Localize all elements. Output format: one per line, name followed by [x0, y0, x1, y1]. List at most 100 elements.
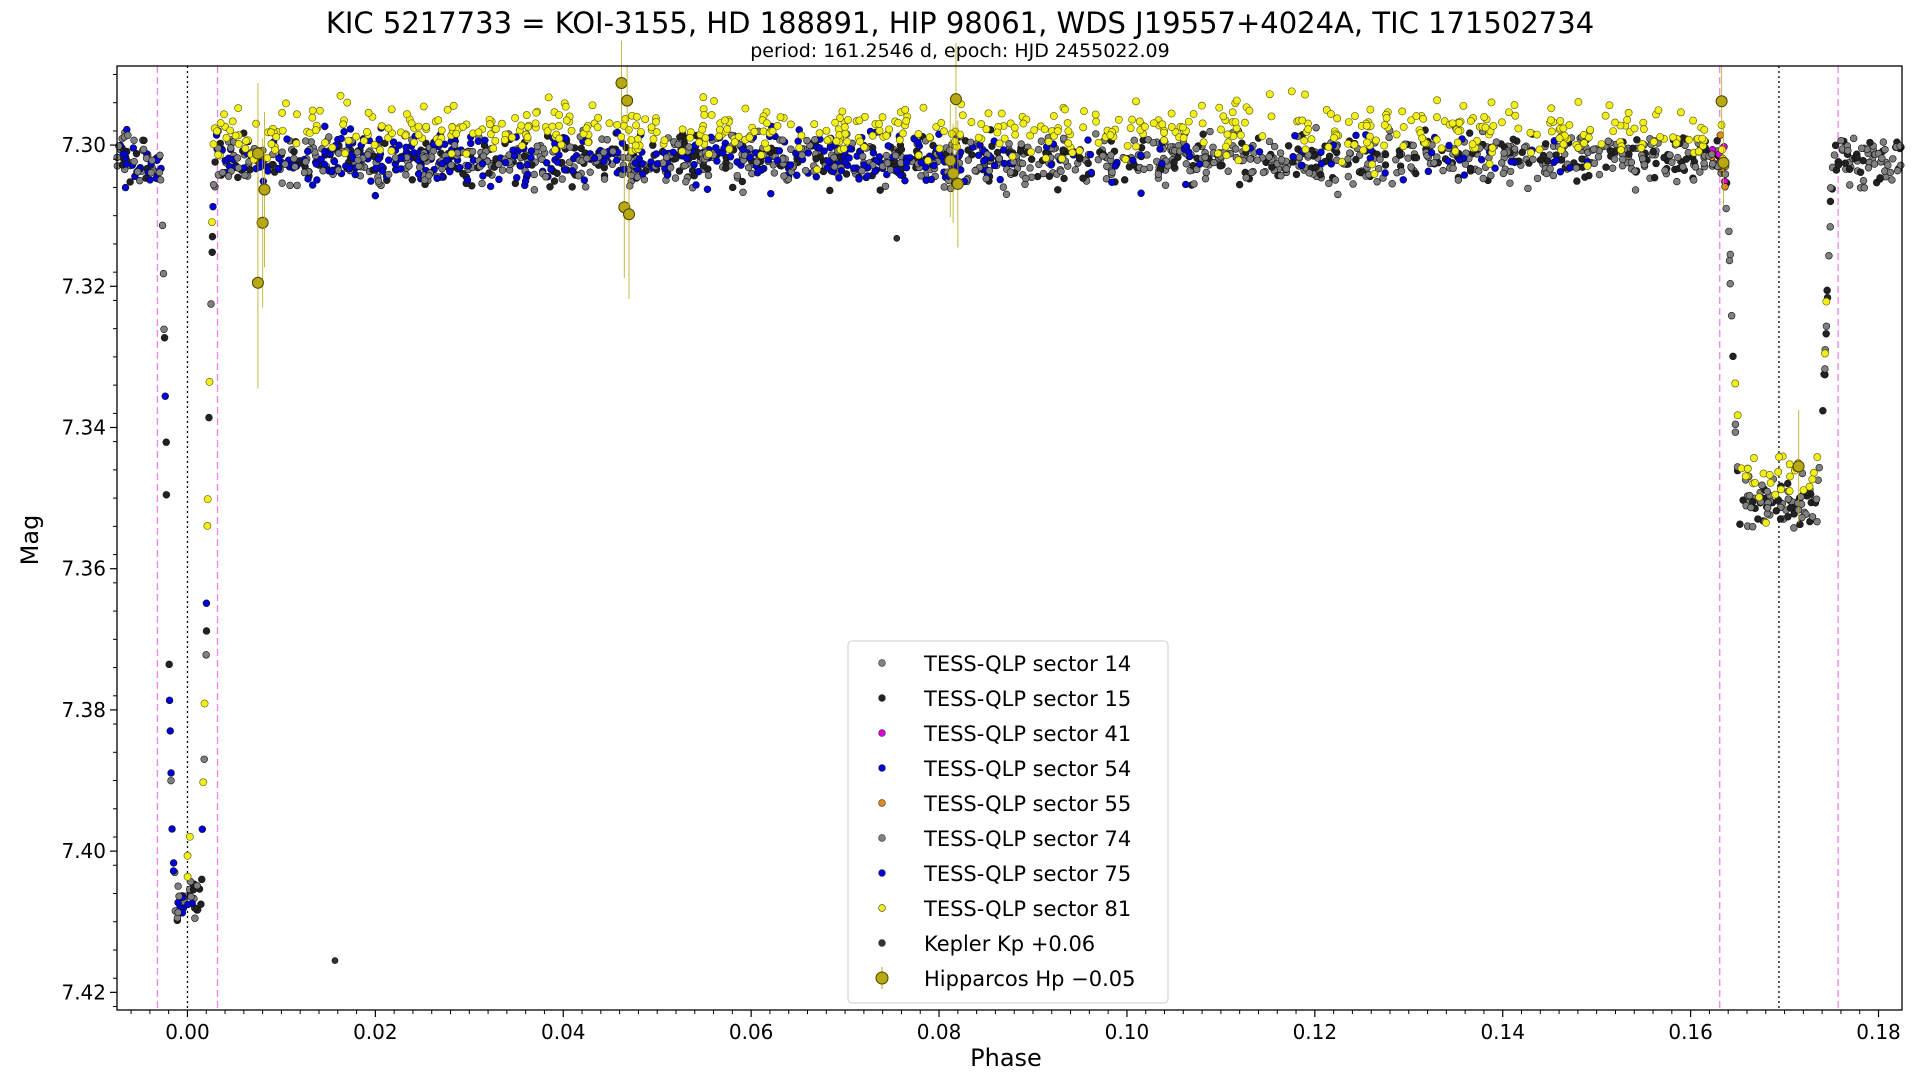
data-point: [1419, 114, 1428, 123]
data-point: [433, 174, 441, 182]
data-point: [1068, 148, 1077, 157]
data-point: [272, 132, 281, 141]
data-point: [130, 157, 138, 166]
data-point: [1374, 164, 1383, 173]
data-point: [1123, 141, 1132, 150]
data-point: [1282, 165, 1290, 173]
data-point: [122, 160, 130, 168]
data-point: [1019, 119, 1028, 128]
data-point: [1729, 352, 1737, 361]
data-point: [700, 110, 709, 119]
data-point: [871, 167, 879, 176]
data-point: [694, 167, 703, 176]
data-point: [1210, 158, 1218, 167]
data-point: [308, 106, 317, 115]
legend-entry: Hipparcos Hp −0.05: [875, 967, 1136, 991]
data-point: [1585, 171, 1593, 180]
data-point: [566, 143, 574, 151]
data-point: [773, 156, 782, 165]
data-point: [1344, 118, 1353, 126]
data-point: [1656, 133, 1665, 141]
data-point: [1359, 146, 1368, 155]
data-point: [543, 127, 552, 136]
data-point: [1708, 160, 1717, 168]
data-point: [467, 139, 475, 148]
data-point: [126, 178, 134, 186]
data-point: [495, 175, 503, 184]
hipparcos-point: [947, 167, 960, 180]
data-point: [405, 162, 413, 170]
data-point: [1448, 119, 1457, 128]
data-point: [1010, 123, 1019, 132]
data-point: [1888, 176, 1896, 184]
legend-label: TESS-QLP sector 75: [923, 862, 1131, 886]
data-point: [685, 143, 693, 151]
data-point: [328, 167, 336, 176]
data-point: [786, 161, 795, 169]
data-point: [1265, 137, 1274, 146]
data-point: [233, 154, 242, 162]
data-point: [169, 867, 178, 875]
data-point: [886, 166, 895, 174]
data-point: [621, 115, 630, 123]
data-point: [1574, 143, 1583, 152]
data-point: [977, 120, 986, 128]
data-point: [523, 133, 532, 142]
data-point: [555, 134, 564, 143]
data-point: [1763, 487, 1771, 496]
data-point: [864, 172, 872, 180]
data-point: [410, 138, 418, 147]
data-point: [605, 119, 614, 128]
data-point: [1689, 116, 1698, 125]
data-point: [1763, 504, 1772, 512]
data-point: [389, 138, 398, 146]
data-point: [779, 136, 787, 144]
data-point: [1248, 168, 1256, 177]
legend-entry: TESS-QLP sector 74: [878, 827, 1131, 851]
data-point: [1727, 312, 1736, 320]
data-point: [1509, 135, 1517, 143]
data-point: [739, 145, 747, 153]
data-point: [1242, 174, 1250, 182]
legend-label: TESS-QLP sector 54: [923, 757, 1131, 781]
data-point: [278, 109, 287, 117]
data-point: [315, 106, 324, 115]
data-point: [699, 93, 708, 102]
data-point: [321, 122, 329, 131]
data-point: [935, 144, 944, 153]
legend-label: TESS-QLP sector 15: [923, 687, 1131, 711]
data-point: [274, 164, 283, 173]
data-point: [1232, 96, 1241, 105]
data-point: [1864, 164, 1873, 172]
data-point: [582, 124, 591, 133]
data-point: [1224, 167, 1232, 175]
data-point: [1514, 124, 1523, 133]
data-point: [1108, 168, 1116, 176]
data-point: [1199, 130, 1207, 138]
data-point: [792, 149, 800, 158]
data-point: [401, 131, 410, 140]
data-point: [384, 124, 393, 133]
data-point: [371, 191, 380, 200]
data-point: [775, 147, 784, 155]
data-point: [558, 175, 566, 183]
data-point: [548, 122, 557, 131]
data-point: [414, 122, 423, 131]
data-point: [1700, 125, 1709, 134]
data-point: [574, 172, 583, 180]
data-point: [631, 141, 640, 150]
data-point: [208, 218, 216, 226]
data-point: [546, 183, 554, 191]
data-point: [895, 135, 904, 144]
data-point: [1179, 123, 1187, 132]
data-point: [1344, 139, 1352, 148]
data-point: [1277, 156, 1286, 164]
data-point: [459, 170, 467, 178]
legend-label: TESS-QLP sector 81: [923, 897, 1131, 921]
data-point: [1876, 174, 1884, 182]
data-point: [1030, 126, 1039, 135]
data-point: [1878, 154, 1886, 162]
data-point: [1834, 161, 1843, 169]
data-point: [1027, 148, 1035, 156]
data-point: [395, 141, 403, 149]
